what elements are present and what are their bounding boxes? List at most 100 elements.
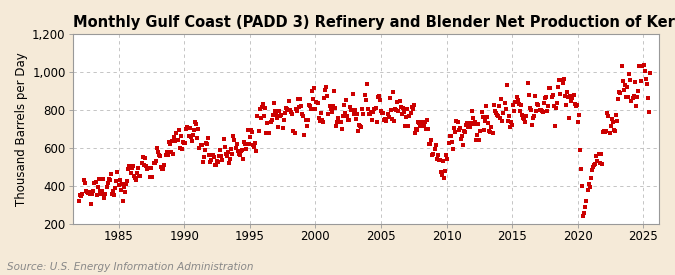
Point bbox=[449, 126, 460, 130]
Point bbox=[476, 109, 487, 114]
Point bbox=[628, 94, 639, 98]
Point bbox=[285, 108, 296, 112]
Point bbox=[564, 116, 574, 120]
Point bbox=[223, 160, 234, 165]
Point bbox=[242, 128, 253, 132]
Point bbox=[597, 130, 608, 134]
Point bbox=[446, 133, 456, 138]
Point bbox=[173, 127, 184, 132]
Point bbox=[98, 177, 109, 181]
Point bbox=[112, 170, 123, 175]
Point bbox=[364, 112, 375, 116]
Point bbox=[248, 143, 259, 148]
Point bbox=[448, 147, 458, 152]
Point bbox=[525, 108, 536, 112]
Point bbox=[348, 111, 359, 116]
Point bbox=[223, 150, 234, 154]
Point bbox=[207, 153, 218, 157]
Point bbox=[626, 98, 637, 103]
Point bbox=[298, 114, 308, 118]
Point bbox=[585, 176, 596, 180]
Point bbox=[629, 80, 640, 84]
Point bbox=[186, 135, 196, 139]
Point bbox=[317, 118, 327, 123]
Point bbox=[507, 123, 518, 127]
Point bbox=[547, 93, 558, 97]
Point bbox=[132, 171, 142, 175]
Point bbox=[475, 129, 486, 134]
Point bbox=[587, 168, 597, 172]
Point bbox=[163, 153, 173, 157]
Point bbox=[323, 112, 334, 116]
Point bbox=[508, 103, 518, 107]
Point bbox=[320, 88, 331, 92]
Point bbox=[75, 193, 86, 197]
Point bbox=[123, 167, 134, 171]
Point bbox=[603, 114, 614, 119]
Point bbox=[443, 141, 454, 145]
Point bbox=[93, 177, 104, 181]
Point bbox=[176, 134, 186, 138]
Point bbox=[313, 116, 324, 120]
Point bbox=[253, 129, 264, 133]
Point bbox=[555, 91, 566, 96]
Point bbox=[452, 120, 463, 124]
Point bbox=[211, 163, 221, 167]
Point bbox=[389, 118, 400, 123]
Point bbox=[546, 95, 557, 100]
Point bbox=[266, 117, 277, 122]
Point bbox=[618, 87, 629, 92]
Point bbox=[595, 152, 606, 156]
Point bbox=[404, 114, 415, 118]
Point bbox=[551, 106, 562, 110]
Point bbox=[491, 110, 502, 115]
Point bbox=[524, 106, 535, 110]
Point bbox=[358, 112, 369, 117]
Point bbox=[380, 117, 391, 122]
Point bbox=[248, 145, 259, 149]
Point bbox=[74, 199, 84, 204]
Point bbox=[497, 119, 508, 123]
Point bbox=[277, 126, 288, 131]
Point bbox=[205, 160, 216, 164]
Point bbox=[232, 149, 243, 153]
Point bbox=[322, 94, 333, 98]
Point bbox=[133, 166, 144, 170]
Point bbox=[549, 124, 560, 128]
Point bbox=[202, 142, 213, 146]
Point bbox=[296, 104, 306, 108]
Text: Source: U.S. Energy Information Administration: Source: U.S. Energy Information Administ… bbox=[7, 262, 253, 272]
Point bbox=[364, 112, 375, 117]
Point bbox=[560, 103, 571, 107]
Point bbox=[367, 118, 377, 122]
Point bbox=[473, 121, 484, 126]
Point bbox=[218, 137, 229, 142]
Point bbox=[569, 101, 580, 106]
Point bbox=[608, 120, 618, 124]
Point bbox=[206, 158, 217, 162]
Point bbox=[447, 140, 458, 144]
Point bbox=[556, 78, 567, 82]
Point bbox=[338, 103, 349, 108]
Point bbox=[597, 162, 608, 166]
Point bbox=[271, 112, 281, 116]
Point bbox=[468, 122, 479, 127]
Point bbox=[557, 81, 568, 85]
Point bbox=[606, 117, 617, 121]
Point bbox=[327, 110, 338, 114]
Point bbox=[345, 105, 356, 109]
Point bbox=[356, 125, 367, 129]
Point bbox=[562, 95, 573, 99]
Point bbox=[136, 161, 147, 165]
Point bbox=[579, 210, 590, 215]
Point bbox=[96, 192, 107, 196]
Point bbox=[493, 104, 504, 108]
Point bbox=[87, 192, 98, 197]
Point bbox=[417, 119, 428, 124]
Point bbox=[387, 117, 398, 121]
Point bbox=[140, 164, 151, 168]
Point bbox=[583, 182, 594, 186]
Point bbox=[644, 110, 655, 114]
Point bbox=[147, 175, 158, 179]
Point bbox=[329, 106, 340, 111]
